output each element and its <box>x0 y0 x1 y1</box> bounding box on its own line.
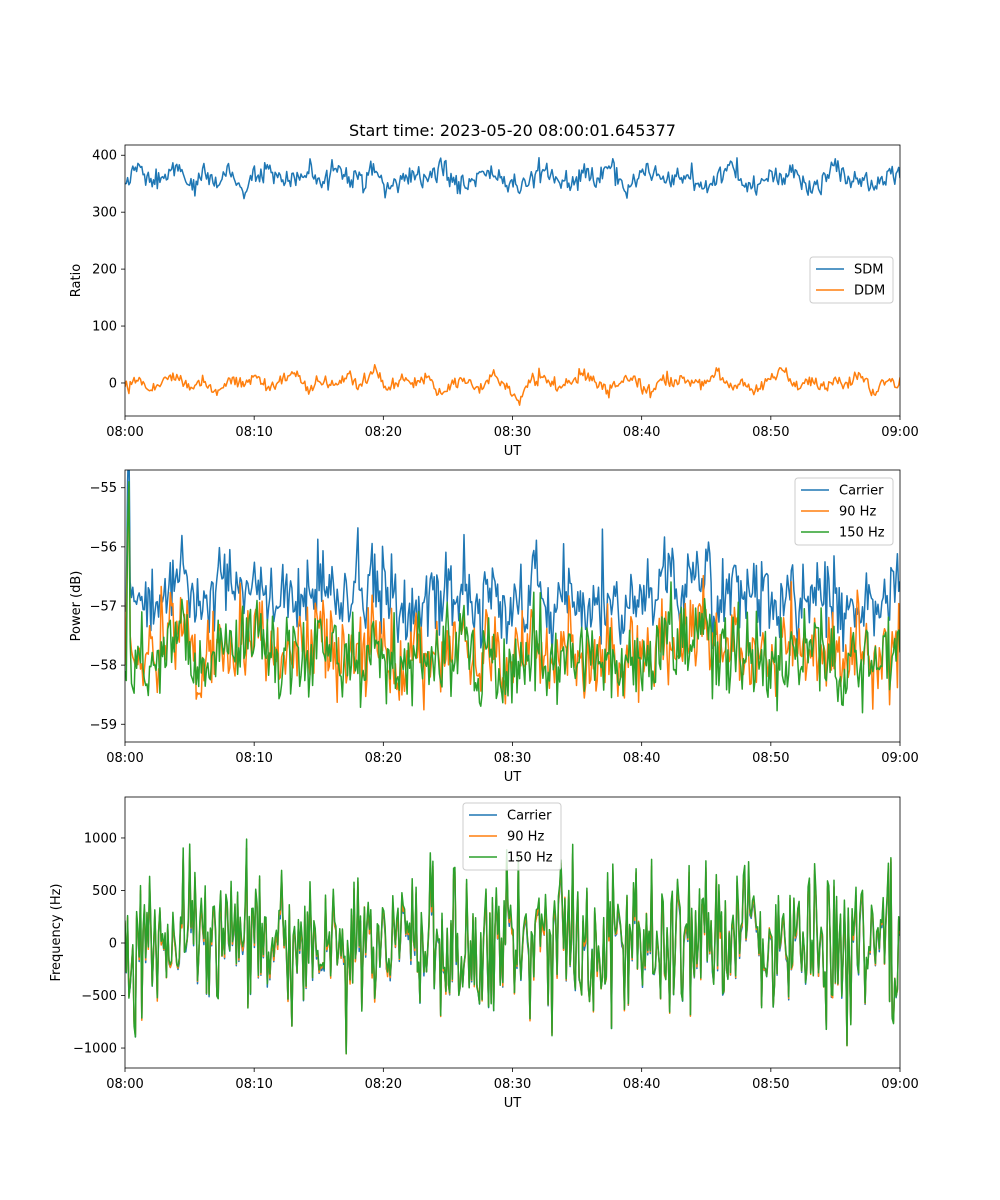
legend-box <box>794 477 894 546</box>
y-tick-label: −1000 <box>73 1042 117 1057</box>
y-tick-label: 300 <box>92 206 117 221</box>
x-tick-label: 08:30 <box>494 751 531 766</box>
y-tick-label: 500 <box>92 884 117 899</box>
legend-label: 90 Hz <box>507 830 544 845</box>
frequency-plot-lines <box>125 838 900 1055</box>
series-line-carrier <box>125 847 900 1053</box>
power-y-axis-label: Power (dB) <box>69 571 84 642</box>
x-tick-label: 08:00 <box>106 751 143 766</box>
y-tick-label: 100 <box>92 320 117 335</box>
x-tick-label: 08:50 <box>752 1077 789 1092</box>
x-tick-label: 08:50 <box>752 751 789 766</box>
x-tick-label: 09:00 <box>881 751 918 766</box>
legend-label: 150 Hz <box>507 851 553 866</box>
legend-label: 90 Hz <box>839 505 876 520</box>
x-tick-label: 09:00 <box>881 1077 918 1092</box>
y-tick-label: −56 <box>90 540 117 555</box>
power-x-axis-label: UT <box>504 770 522 785</box>
legend-label: Carrier <box>507 809 552 824</box>
y-tick-label: 200 <box>92 263 117 278</box>
legend-label: DDM <box>854 284 885 299</box>
x-tick-label: 08:40 <box>623 425 660 440</box>
y-tick-label: −55 <box>90 481 117 496</box>
power-panel: 08:00 08:10 08:20 08:30 08:40 08:50 09:00 −59 −5… <box>69 469 919 785</box>
y-tick-label: 400 <box>92 149 117 164</box>
series-line-90-hz <box>125 847 900 1055</box>
y-tick-label: −58 <box>90 659 117 674</box>
x-tick-label: 08:00 <box>106 425 143 440</box>
x-tick-label: 08:40 <box>623 1077 660 1092</box>
ratio-panel: Start time: 2023-05-20 08:00:01.645377 0… <box>69 121 919 459</box>
y-tick-label: 0 <box>109 937 117 952</box>
x-tick-label: 08:00 <box>106 1077 143 1092</box>
ratio-axis-ticks: 08:00 08:10 08:20 08:30 08:40 08:50 09:00 0 100 2… <box>92 149 919 440</box>
y-tick-label: −500 <box>81 989 117 1004</box>
series-line-sdm <box>125 156 900 200</box>
x-tick-label: 08:50 <box>752 425 789 440</box>
legend-label: Carrier <box>839 484 884 499</box>
power-legend: Carrier 90 Hz 150 Hz <box>794 477 894 546</box>
chart-title: Start time: 2023-05-20 08:00:01.645377 <box>349 121 676 140</box>
series-line-ddm <box>125 363 900 406</box>
series-line-150-hz <box>125 481 900 714</box>
frequency-axis-ticks: 08:00 08:10 08:20 08:30 08:40 08:50 09:00 −1000… <box>73 831 919 1092</box>
x-tick-label: 08:30 <box>494 1077 531 1092</box>
x-tick-label: 08:40 <box>623 751 660 766</box>
ratio-x-axis-label: UT <box>504 444 522 459</box>
x-tick-label: 08:10 <box>235 425 272 440</box>
x-tick-label: 08:30 <box>494 425 531 440</box>
ratio-y-axis-label: Ratio <box>69 264 84 297</box>
x-tick-label: 08:20 <box>365 425 402 440</box>
series-line-150-hz <box>125 838 900 1055</box>
ratio-plot-lines <box>125 156 900 406</box>
legend-label: SDM <box>854 263 883 278</box>
x-tick-label: 08:20 <box>365 1077 402 1092</box>
y-tick-label: −57 <box>90 600 117 615</box>
frequency-legend: Carrier 90 Hz 150 Hz <box>462 802 562 871</box>
x-tick-label: 08:10 <box>235 751 272 766</box>
x-tick-label: 09:00 <box>881 425 918 440</box>
y-tick-label: 0 <box>109 376 117 391</box>
legend-label: 150 Hz <box>839 526 885 541</box>
y-tick-label: −59 <box>90 718 117 733</box>
y-tick-label: 1000 <box>84 831 117 846</box>
power-plot-lines <box>125 470 900 714</box>
x-tick-label: 08:20 <box>365 751 402 766</box>
ratio-legend: SDM DDM <box>809 256 894 304</box>
frequency-y-axis-label: Frequency (Hz) <box>49 883 64 981</box>
x-tick-label: 08:10 <box>235 1077 272 1092</box>
series-line-carrier <box>125 470 900 655</box>
power-axis-ticks: 08:00 08:10 08:20 08:30 08:40 08:50 09:00 −59 −5… <box>90 481 919 766</box>
frequency-panel: 08:00 08:10 08:20 08:30 08:40 08:50 09:00 −1000… <box>49 796 919 1111</box>
frequency-x-axis-label: UT <box>504 1096 522 1111</box>
legend-box <box>462 802 562 871</box>
